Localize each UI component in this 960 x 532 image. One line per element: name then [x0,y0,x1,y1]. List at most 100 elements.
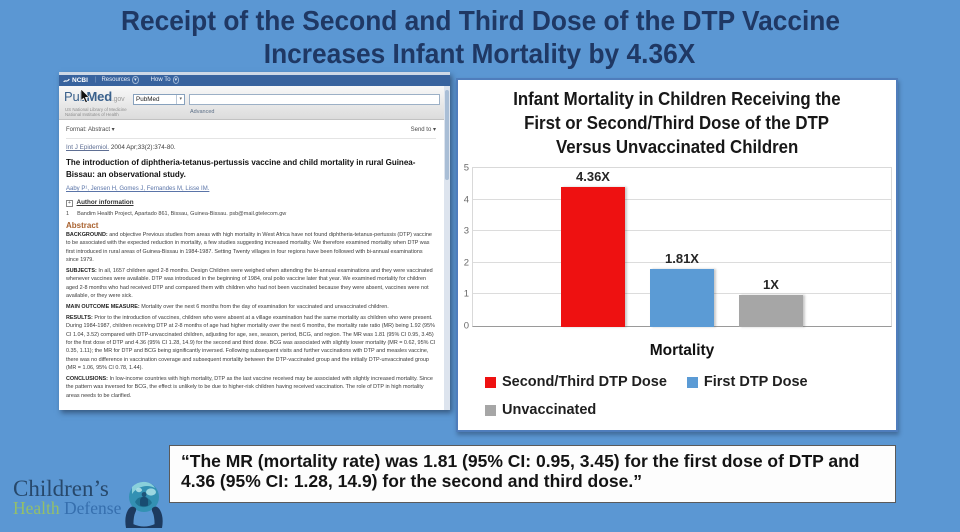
affiliation-marker: 1 [66,211,70,217]
journal-link[interactable]: Int J Epidemiol. [66,144,110,151]
chd-word-health: Health [13,498,60,518]
chd-word-defense: Defense [64,498,122,518]
y-tick-label: 2 [463,257,469,269]
bar-group: 4.36X [561,167,625,327]
bar [739,295,803,327]
ncbi-separator: | [94,77,97,83]
y-tick-label: 0 [463,320,469,332]
bar-group: 1X [739,167,803,327]
y-tick-label: 4 [463,194,469,206]
slide-title-line1: Receipt of the Second and Third Dose of … [120,5,840,36]
chevron-down-icon: ▾ [132,76,139,84]
slide-title-line2: Increases Infant Mortality by 4.36X [264,38,696,69]
chd-logo-line2: Health Defense [13,499,121,517]
chart-title: Infant Mortality in Children Receiving t… [458,87,896,159]
abstract-section-label: BACKGROUND: [66,232,108,238]
mouse-cursor-icon [80,89,90,104]
abstract-heading: Abstract [66,221,99,230]
expand-icon: + [66,200,73,207]
quote-box: “The MR (mortality rate) was 1.81 (95% C… [169,445,896,503]
bar [561,187,625,327]
format-abstract-dropdown[interactable]: Format: Abstract ▾ [66,127,115,133]
search-scope-value: PubMed [136,96,160,103]
chevron-down-icon: ▾ [176,95,182,104]
chd-logo-line1: Children’s [13,476,109,501]
citation-text: 2004 Apr;33(2):374-80. [110,144,176,151]
ncbi-resources-menu[interactable]: Resources ▾ [101,75,139,86]
quote-line2: 4.36 (95% CI: 1.28, 14.9) for the second… [181,470,642,491]
abstract-section-text: In all, 1657 children aged 2-8 months. D… [66,268,433,300]
bar-value-label: 1.81X [665,251,699,267]
legend-label: Unvaccinated [502,402,597,418]
scrollbar-thumb[interactable] [445,90,449,180]
bar-group: 1.81X [650,167,714,327]
author-information-toggle[interactable]: + Author information [66,199,436,207]
plot-area: 0 1 2 3 4 5 4.36X 1.81X 1X [464,163,892,331]
y-tick-label: 3 [463,225,469,237]
chart-title-line: Infant Mortality in Children Receiving t… [513,88,841,109]
search-input[interactable] [189,94,440,105]
advanced-search-link[interactable]: Advanced [190,109,215,115]
legend-item: Unvaccinated [485,402,596,418]
legend-swatch [485,404,496,416]
legend-label: Second/Third DTP Dose [502,374,667,390]
search-scope-select[interactable]: PubMed ▾ [133,94,185,105]
legend-label: First DTP Dose [703,374,808,390]
nlm-line1: US National Library of Medicine [65,107,127,112]
bar [650,269,714,327]
x-axis-label: Mortality [649,342,715,359]
abstract-section-text: In low-income countries with high mortal… [66,376,433,399]
abstract-paragraph: SUBJECTS: In all, 1657 children aged 2-8… [66,267,436,301]
ncbi-howto-menu[interactable]: How To ▾ [150,75,180,86]
gridline [473,198,891,200]
legend-row: Second/Third DTP Dose First DTP Dose [485,374,885,390]
quote-line1: “The MR (mortality rate) was 1.81 (95% C… [181,451,860,471]
abstract-section-label: MAIN OUTCOME MEASURE: [66,304,140,310]
abstract-paragraph: MAIN OUTCOME MEASURE: Mortality over the… [66,303,436,311]
scrollbar[interactable] [444,86,450,410]
ncbi-header-bar: NCBI | Resources ▾ How To ▾ [59,75,450,86]
ncbi-resources-label: Resources [101,77,131,83]
chd-logo-text: Children’s Health Defense [13,476,121,528]
bar-value-label: 4.36X [576,169,610,185]
affiliation-text: Bandim Health Project, Apartado 861, Bis… [77,211,287,217]
chart-panel: Infant Mortality in Children Receiving t… [456,78,898,432]
gridline [473,261,891,263]
abstract-section-text: Mortality over the next 6 months from th… [141,304,389,310]
author-links[interactable]: Aaby P¹, Jensen H, Gomes J, Fernandes M,… [66,186,210,192]
abstract-section-label: RESULTS: [66,314,93,321]
chd-globe-hands-icon [125,481,164,528]
pubmed-logo[interactable]: PubMed.gov [64,89,125,104]
ncbi-logo-text: NCBI [72,77,88,84]
send-to-dropdown[interactable]: Send to ▾ [410,127,436,133]
chd-logo: Children’s Health Defense [13,476,165,528]
abstract-section-label: SUBJECTS: [66,268,97,274]
chart-title-line: First or Second/Third Dose of the DTP [524,112,830,133]
pubmed-search-header: PubMed.gov US National Library of Medici… [59,86,444,120]
ncbi-swirl-icon [63,78,70,83]
journal-citation: Int J Epidemiol. 2004 Apr;33(2):374-80. [66,144,436,151]
bar-value-label: 1X [763,277,779,292]
y-tick-label: 5 [463,162,469,174]
ncbi-howto-label: How To [150,77,171,83]
abstract-section-label: CONCLUSIONS: [66,376,108,382]
format-bar: Format: Abstract ▾ Send to ▾ [66,126,436,139]
slide-title: Receipt of the Second and Third Dose of … [0,4,960,70]
article-title: The introduction of diphtheria-tetanus-p… [66,158,416,179]
abstract-section-text: and objective Previous studies from area… [66,232,432,264]
legend-item: Second/Third DTP Dose [485,374,667,390]
legend-item: First DTP Dose [686,374,808,390]
affiliation: 1 Bandim Health Project, Apartado 861, Bi… [66,211,436,217]
abstract-section-text: Prior to the introduction of vaccines, c… [66,314,436,372]
chart-title-line: Versus Unvaccinated Children [555,136,799,157]
abstract-paragraph: CONCLUSIONS: In low-income countries wit… [66,375,436,400]
pubmed-article-body: Format: Abstract ▾ Send to ▾ Int J Epide… [59,120,444,410]
chart-legend: Second/Third DTP Dose First DTP Dose Unv… [485,374,885,430]
legend-row: Unvaccinated [485,402,885,418]
legend-swatch [485,376,496,388]
chevron-down-icon: ▾ [172,76,180,84]
pubmed-window: NCBI | Resources ▾ How To ▾ PubMed.gov US … [59,72,450,410]
legend-swatch [686,376,698,388]
ncbi-logo[interactable]: NCBI [63,75,88,86]
